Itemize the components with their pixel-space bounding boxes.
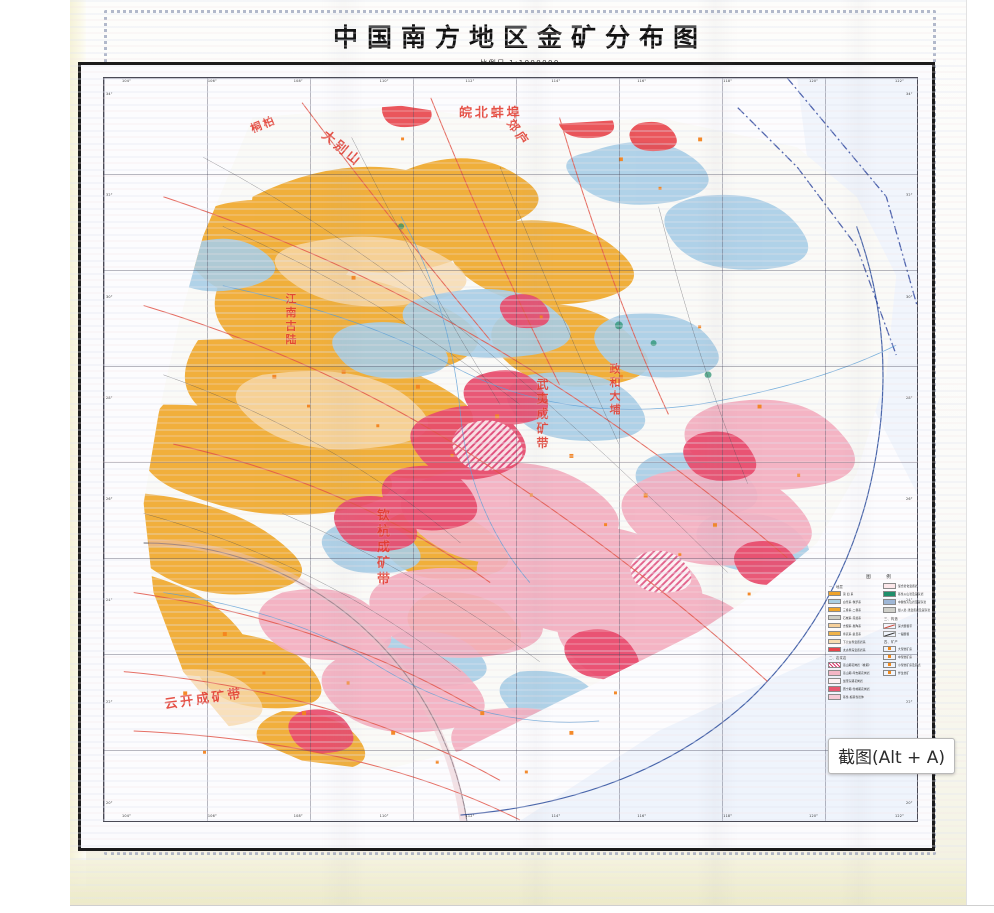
legend-label: 石炭系-泥盆系 (843, 615, 862, 620)
legend-row: 下元古界变质岩系 (828, 638, 878, 646)
legend-label: 大型金矿床 (898, 647, 913, 651)
legend-label: 燕山期-印支期花岗岩 (843, 671, 870, 675)
deposit-point-symbol-icon (883, 662, 896, 668)
legend-color-swatch (828, 678, 841, 684)
legend-label: 侵入岩-浅变质岩及凝灰岩 (898, 608, 931, 612)
legend-label: 寒武系-震旦系 (843, 631, 862, 636)
fault-line-symbol-icon (883, 630, 896, 637)
legend-row: 加里东期花岗岩 (828, 677, 878, 685)
legend-color-swatch (828, 590, 841, 597)
legend-label: 第 四 系 (843, 591, 854, 596)
legend-row: 燕山期花岗岩（晚期） (828, 661, 878, 669)
legend-label: 白垩系-侏罗系 (843, 599, 862, 604)
legend-label: 小型金矿床及矿点 (898, 663, 921, 667)
legend-color-swatch (828, 646, 841, 653)
legend-section-label: 一、地层 (829, 584, 843, 589)
legend-color-swatch (828, 686, 841, 692)
legend-label: 中酸性火山岩及凝灰岩 (898, 600, 927, 604)
legend-row: 燕山期-印支期花岗岩 (828, 669, 878, 677)
legend-row: 大型金矿床 (883, 645, 933, 653)
legend-color-swatch (883, 591, 896, 597)
legend-label: 基性火山岩及凝灰岩 (898, 592, 924, 596)
legend-label: 伴生金矿 (898, 671, 910, 675)
page-title: 中国南方地区金矿分布图 (332, 23, 707, 52)
legend-label: 加里东期花岗岩 (843, 679, 863, 683)
legend-row: 混合岩化变质岩 (883, 582, 933, 590)
legend-color-swatch (828, 694, 841, 700)
fault-line-symbol-icon (883, 622, 896, 629)
legend-color-swatch (828, 598, 841, 605)
legend-row: 志留系-奥陶系 (828, 622, 878, 630)
legend-color-swatch (828, 606, 841, 613)
legend-section-label: 二、岩浆岩 (829, 656, 847, 660)
legend-row: 深大断裂带 (883, 622, 933, 630)
legend-row: 三叠系-二叠系 (828, 606, 878, 614)
legend-section-label: 三、构造 (884, 616, 898, 621)
legend-label: 混合岩化变质岩 (898, 584, 918, 588)
legend-color-swatch (828, 630, 841, 637)
legend-row: 中酸性火山岩及凝灰岩 (883, 598, 933, 606)
legend-row: 基性火山岩及凝灰岩 (883, 590, 933, 598)
legend-label: 基性-超基性岩体 (843, 695, 864, 699)
legend-color-swatch (883, 599, 896, 605)
legend-row: 小型金矿床及矿点 (883, 661, 933, 669)
legend-color-swatch (828, 622, 841, 629)
legend-row: 白垩系-侏罗系 (828, 598, 878, 606)
legend-label: 三叠系-二叠系 (843, 607, 862, 612)
paper-bottom-margin (70, 860, 966, 905)
legend-column-left: 一、地层第 四 系白垩系-侏罗系 三叠系-二叠系 石炭系-泥盆系 志留系-奥陶系 寒武系… (828, 582, 878, 701)
legend-title: 图 例 (866, 575, 898, 580)
legend-label: 晋宁期-雪峰期花岗岩 (843, 687, 870, 691)
legend-label: 燕山期花岗岩（晚期） (843, 663, 872, 667)
deposit-point-symbol-icon (883, 670, 896, 676)
legend-row: 伴生金矿 (883, 669, 933, 677)
legend-section-label: 四、矿产 (884, 640, 898, 644)
legend-label: 中型金矿床 (898, 655, 913, 659)
legend-row: 一般断裂 (883, 630, 933, 638)
legend-label: 一般断裂 (898, 631, 910, 636)
map-neatline[interactable]: 104° 106° 108° 110° 112° 114° 116° 118° 120° 122°… (103, 77, 918, 822)
legend-color-swatch (828, 670, 841, 676)
viewer-right-divider (966, 0, 967, 905)
legend-row: 基性-超基性岩体 (828, 693, 878, 701)
map-frame[interactable]: 104° 106° 108° 110° 112° 114° 116° 118° 120° 122°… (78, 62, 935, 851)
legend-label: 志留系-奥陶系 (843, 623, 862, 628)
legend-color-swatch (828, 662, 841, 668)
legend-row: 寒武系-震旦系 (828, 630, 878, 638)
map-legend: 图 例 一、地层第 四 系白垩系-侏罗系 三叠系-二叠系 石炭系-泥盆系 志留系-奥陶… (828, 574, 936, 724)
viewer-bottom-divider (70, 905, 994, 906)
legend-color-swatch (828, 614, 841, 621)
legend-row: 晋宁期-雪峰期花岗岩 (828, 685, 878, 693)
legend-row: 太古界深变质岩系 (828, 646, 878, 654)
legend-color-swatch (828, 638, 841, 645)
legend-row: 侵入岩-浅变质岩及凝灰岩 (883, 606, 933, 614)
deposit-point-symbol-icon (883, 654, 896, 660)
legend-label: 下元古界变质岩系 (843, 639, 866, 644)
legend-column-right: 混合岩化变质岩基性火山岩及凝灰岩 中酸性火山岩及凝灰岩 侵入岩-浅变质岩及凝灰岩 三、… (883, 582, 933, 701)
screenshot-tooltip: 截图(Alt + A) (828, 738, 955, 774)
legend-label: 深大断裂带 (898, 623, 913, 628)
legend-color-swatch (883, 583, 896, 589)
legend-label: 太古界深变质岩系 (843, 647, 866, 652)
map-title-block: 中国南方地区金矿分布图 比例尺 1:1000000 (104, 18, 936, 68)
deposit-point-symbol-icon (883, 646, 896, 652)
legend-row: 第 四 系 (828, 590, 878, 598)
legend-row: 石炭系-泥盆系 (828, 614, 878, 622)
legend-color-swatch (883, 607, 896, 613)
geology-layer (104, 78, 917, 821)
legend-row: 中型金矿床 (883, 653, 933, 661)
